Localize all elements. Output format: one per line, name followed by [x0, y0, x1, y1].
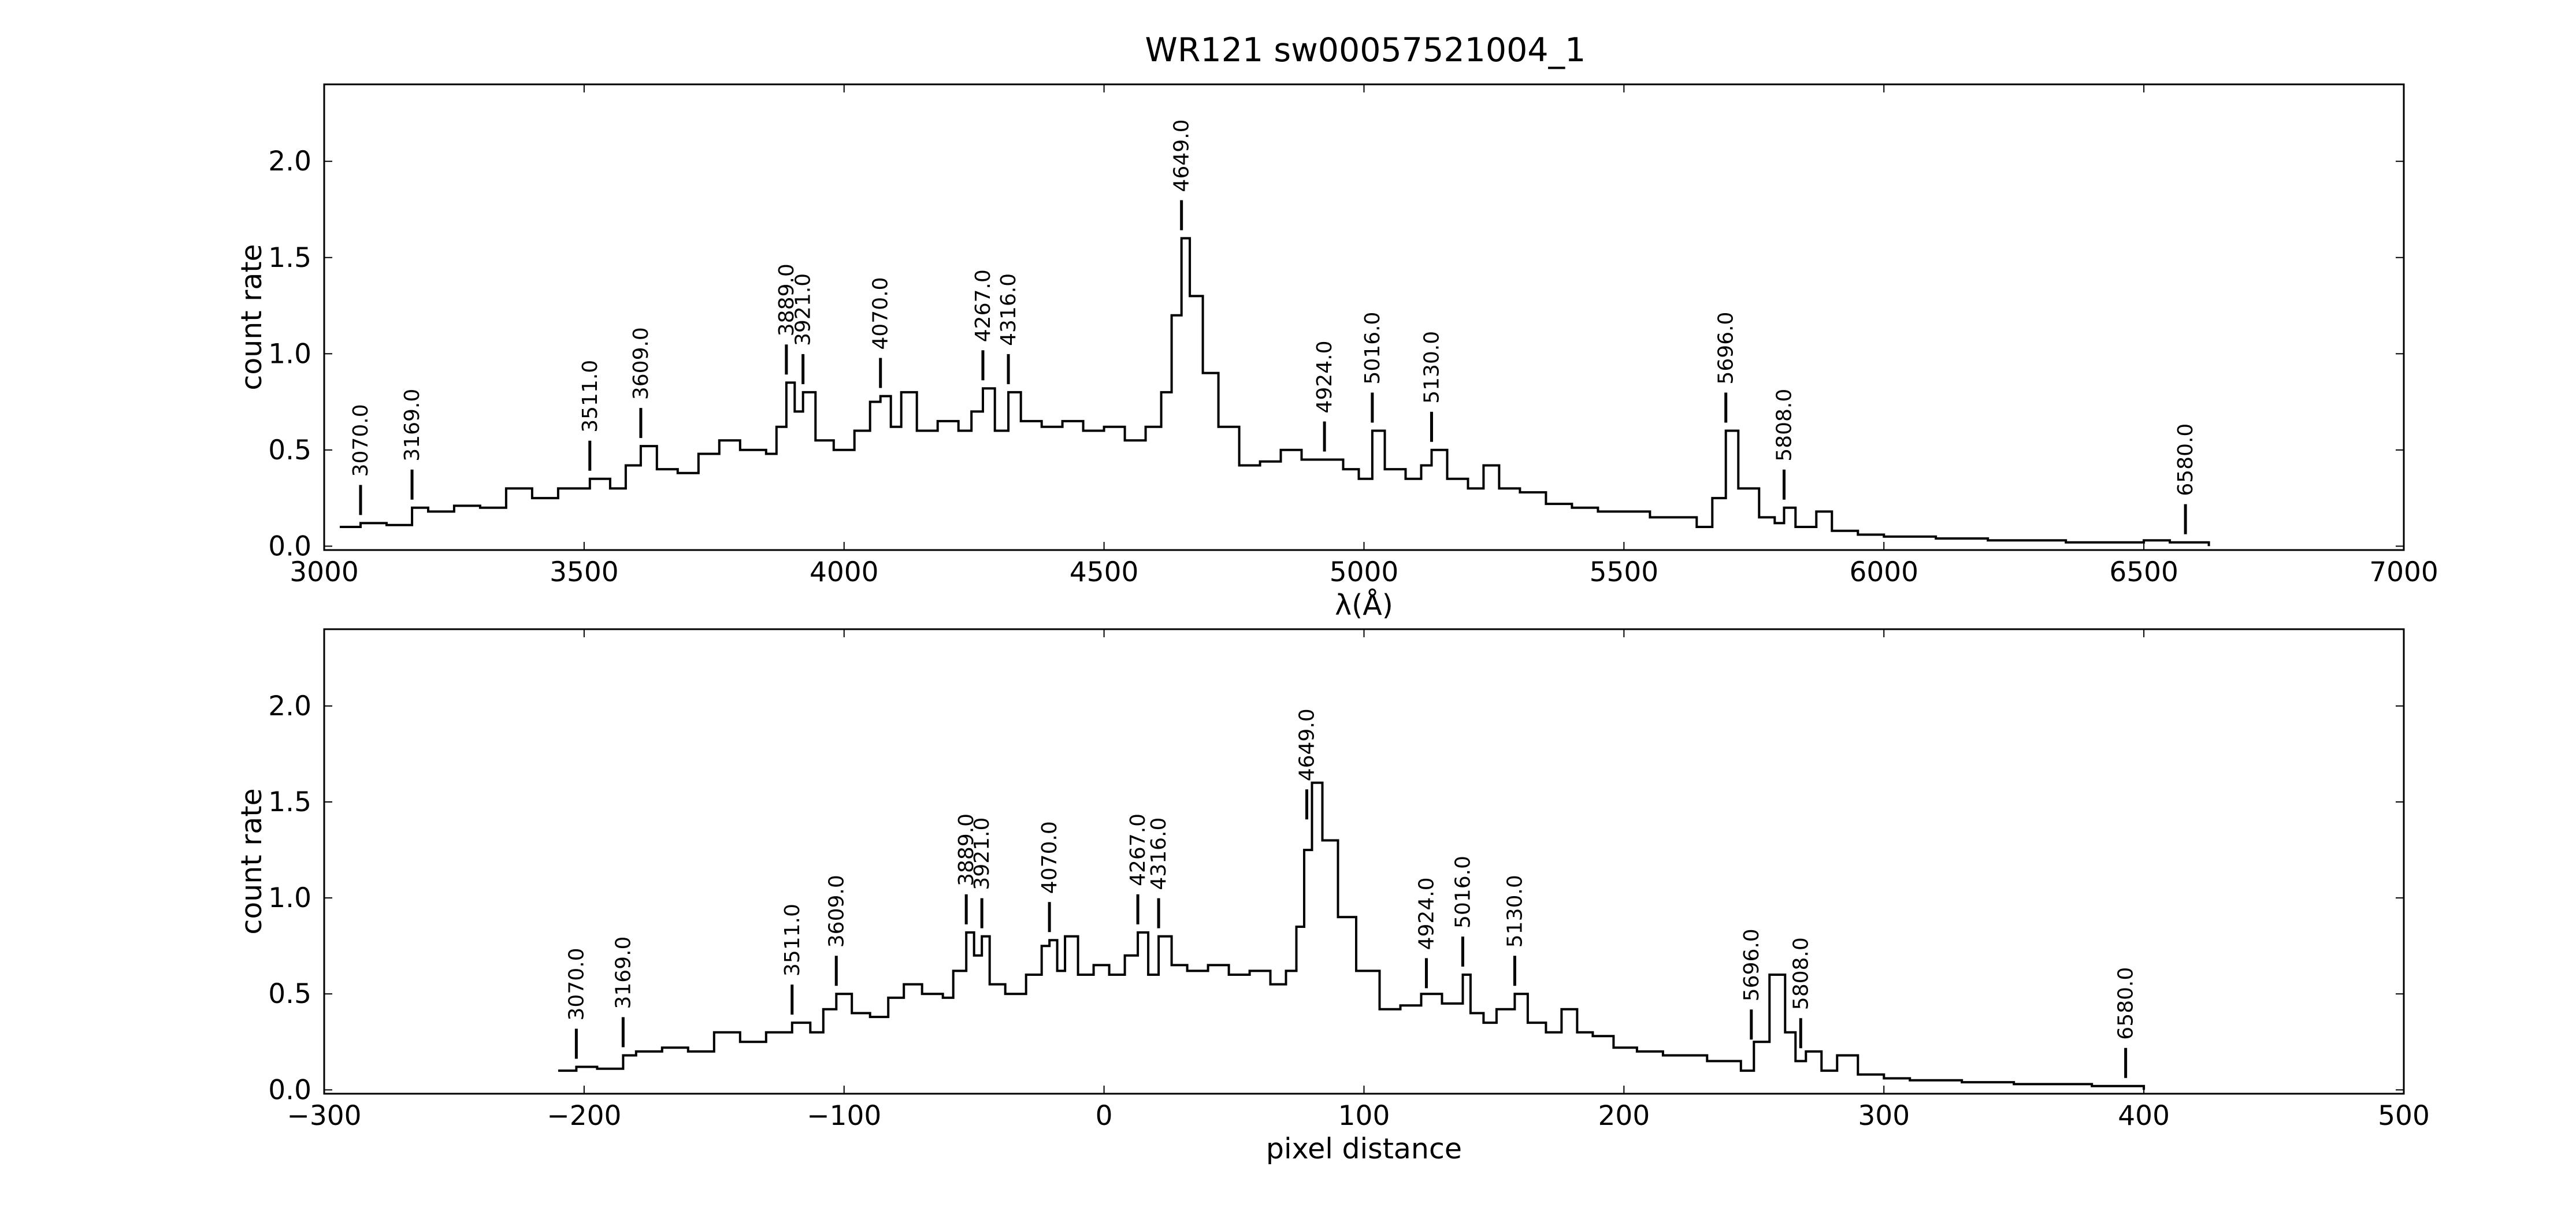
- line-id-label: 4924.0: [1415, 877, 1438, 950]
- line-id-label: 4267.0: [971, 269, 995, 342]
- y-tick-label: 0.5: [268, 978, 311, 1010]
- x-tick-label: 6500: [2109, 556, 2178, 588]
- line-id-label: 5130.0: [1420, 331, 1443, 404]
- line-id-label: 5696.0: [1740, 928, 1764, 1001]
- y-tick-label: 2.0: [268, 690, 311, 722]
- line-id-label: 3609.0: [825, 875, 848, 948]
- y-tick-label: 0.5: [268, 434, 311, 466]
- panel-wavelength: 3000 3500 4000 4500 5000 5500 6000 6500 7000 0.0 0…: [235, 83, 2438, 622]
- line-id-label: 4924.0: [1313, 340, 1337, 413]
- spectrum-line: [558, 781, 2146, 1090]
- y-tick-label: 2.0: [268, 146, 311, 177]
- x-tick-label: 400: [2118, 1100, 2170, 1132]
- x-tick-label: 0: [1096, 1100, 1113, 1132]
- line-id-label: 4649.0: [1170, 119, 1194, 192]
- x-tick-label: 4500: [1070, 556, 1139, 588]
- line-id-label: 3889.0: [775, 263, 799, 336]
- figure-title: WR121 sw00057521004_1: [1145, 31, 1586, 69]
- y-tick-label: 1.5: [268, 242, 311, 274]
- line-id-label: 5808.0: [1789, 937, 1813, 1010]
- x-tick-label: 6000: [1849, 556, 1918, 588]
- y-axis-label: count rate: [235, 788, 268, 934]
- spectrum-line: [340, 237, 2210, 547]
- x-tick-label: 5500: [1590, 556, 1659, 588]
- x-tick-label: −100: [807, 1100, 881, 1132]
- line-id-label: 5696.0: [1714, 312, 1738, 385]
- line-id-label: 3511.0: [781, 904, 804, 976]
- line-id-label: 5130.0: [1503, 875, 1527, 948]
- line-id-label: 3070.0: [349, 404, 373, 477]
- y-tick-label: 1.0: [268, 882, 311, 914]
- x-tick-label: 4000: [810, 556, 879, 588]
- y-tick-label: 0.0: [268, 1074, 311, 1106]
- x-tick-label: 300: [1858, 1100, 1910, 1132]
- line-id-label: 3070.0: [565, 948, 588, 1021]
- x-axis-label: pixel distance: [1266, 1132, 1462, 1165]
- line-id-label: 5016.0: [1361, 312, 1384, 385]
- x-tick-label: 200: [1598, 1100, 1650, 1132]
- x-tick-label: −200: [547, 1100, 621, 1132]
- line-id-label: 6580.0: [2174, 424, 2198, 496]
- line-id-label: 4070.0: [869, 277, 893, 350]
- x-tick-label: 500: [2378, 1100, 2430, 1132]
- x-tick-label: 7000: [2369, 556, 2438, 588]
- line-id-label: 3889.0: [955, 813, 978, 886]
- line-id-label: 4070.0: [1038, 821, 1061, 894]
- line-id-label: 4267.0: [1126, 813, 1150, 886]
- x-axis-label: λ(Å): [1335, 588, 1393, 622]
- line-id-label: 3921.0: [792, 273, 815, 346]
- y-axis-label: count rate: [235, 244, 268, 390]
- line-id-label: 3921.0: [970, 818, 994, 890]
- x-tick-label: −300: [287, 1100, 361, 1132]
- y-tick-label: 1.0: [268, 338, 311, 370]
- x-tick-label: 3000: [289, 556, 359, 588]
- y-tick-label: 0.0: [268, 530, 311, 562]
- line-id-label: 6580.0: [2114, 967, 2138, 1040]
- line-id-label: 3511.0: [578, 360, 602, 433]
- line-id-label: 3169.0: [400, 389, 424, 462]
- line-id-label: 3609.0: [629, 327, 653, 400]
- x-tick-label: 5000: [1330, 556, 1399, 588]
- line-id-label: 4316.0: [1147, 818, 1171, 890]
- line-id-label: 4316.0: [997, 273, 1020, 346]
- line-id-label: 5808.0: [1772, 389, 1796, 462]
- x-tick-label: 3500: [550, 556, 619, 588]
- line-id-label: 3169.0: [611, 937, 635, 1009]
- panel-pixel-distance: −300 −200 −100 0 100 200 300 400 500 0.0 0.5 1.0 1.5…: [235, 628, 2430, 1165]
- x-tick-label: 100: [1338, 1100, 1390, 1132]
- line-id-label: 5016.0: [1451, 856, 1475, 928]
- line-id-label: 4649.0: [1296, 708, 1319, 781]
- y-tick-label: 1.5: [268, 786, 311, 818]
